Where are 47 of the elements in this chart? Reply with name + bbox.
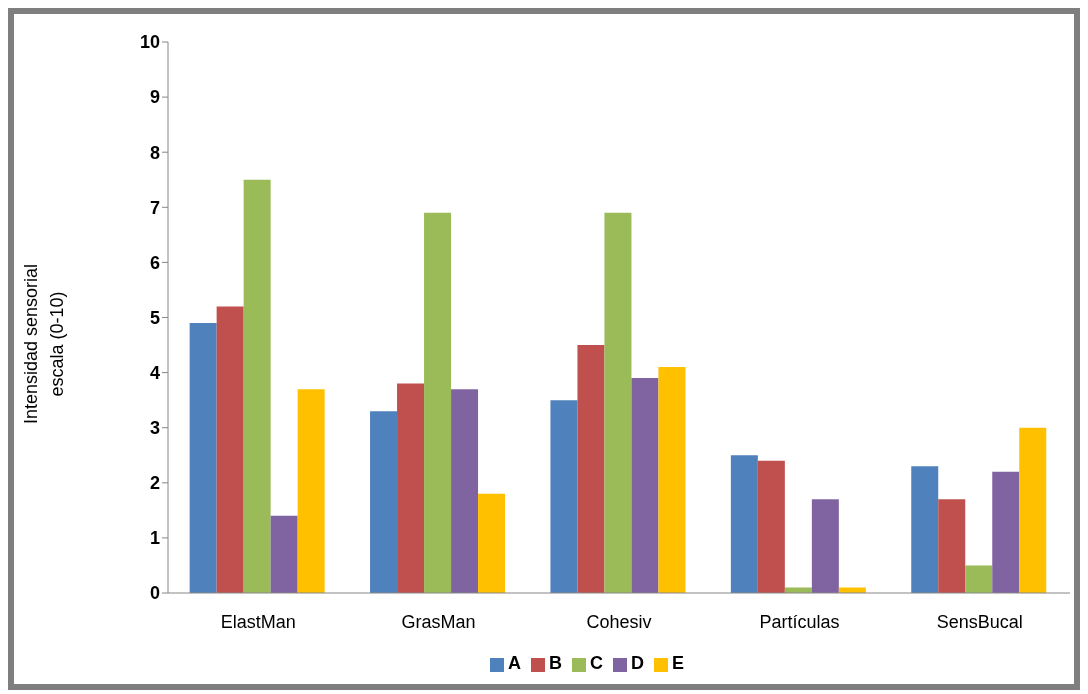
legend-label: A xyxy=(507,653,521,673)
bar xyxy=(451,389,479,593)
bar xyxy=(270,515,298,593)
bar xyxy=(397,383,425,593)
y-tick-label: 4 xyxy=(149,362,160,383)
y-tick-label: 9 xyxy=(149,87,160,108)
bar xyxy=(1019,427,1047,593)
bar xyxy=(189,323,217,593)
bar xyxy=(658,367,686,593)
bar xyxy=(424,212,452,593)
y-tick-label: 5 xyxy=(149,307,160,328)
x-tick-label: GrasMan xyxy=(401,611,476,632)
y-tick-label: 2 xyxy=(149,473,160,494)
legend-label: E xyxy=(671,653,684,673)
y-tick-label: 1 xyxy=(149,528,160,549)
bar xyxy=(550,400,578,593)
bar xyxy=(370,411,398,593)
bar xyxy=(992,471,1020,593)
bar xyxy=(911,466,939,593)
x-tick-label: SensBucal xyxy=(936,611,1023,632)
y-tick-label: 7 xyxy=(149,197,160,218)
bar xyxy=(784,587,812,593)
bar xyxy=(297,389,325,593)
x-tick-label: Cohesiv xyxy=(586,611,652,632)
bar xyxy=(838,587,866,593)
bar xyxy=(604,212,632,593)
bar xyxy=(757,460,785,593)
y-axis-title: Intensidad sensorial escala (0-10) xyxy=(20,263,68,425)
bar xyxy=(965,565,993,593)
bar xyxy=(577,345,605,593)
bar xyxy=(730,455,758,593)
y-tick-label: 3 xyxy=(149,418,160,439)
bar xyxy=(478,493,506,593)
legend-label: B xyxy=(548,653,562,673)
x-tick-label: Partículas xyxy=(759,611,840,632)
y-tick-label: 8 xyxy=(149,142,160,163)
y-tick-label: 0 xyxy=(149,583,160,604)
x-tick-label: ElastMan xyxy=(220,611,296,632)
legend-label: D xyxy=(630,653,644,673)
bar xyxy=(243,179,271,593)
bar xyxy=(811,499,839,593)
bar xyxy=(938,499,966,593)
bar xyxy=(216,306,244,593)
legend-label: C xyxy=(589,653,603,673)
y-tick-label: 6 xyxy=(149,252,160,273)
bar xyxy=(631,378,659,593)
y-tick-label: 10 xyxy=(139,32,160,53)
